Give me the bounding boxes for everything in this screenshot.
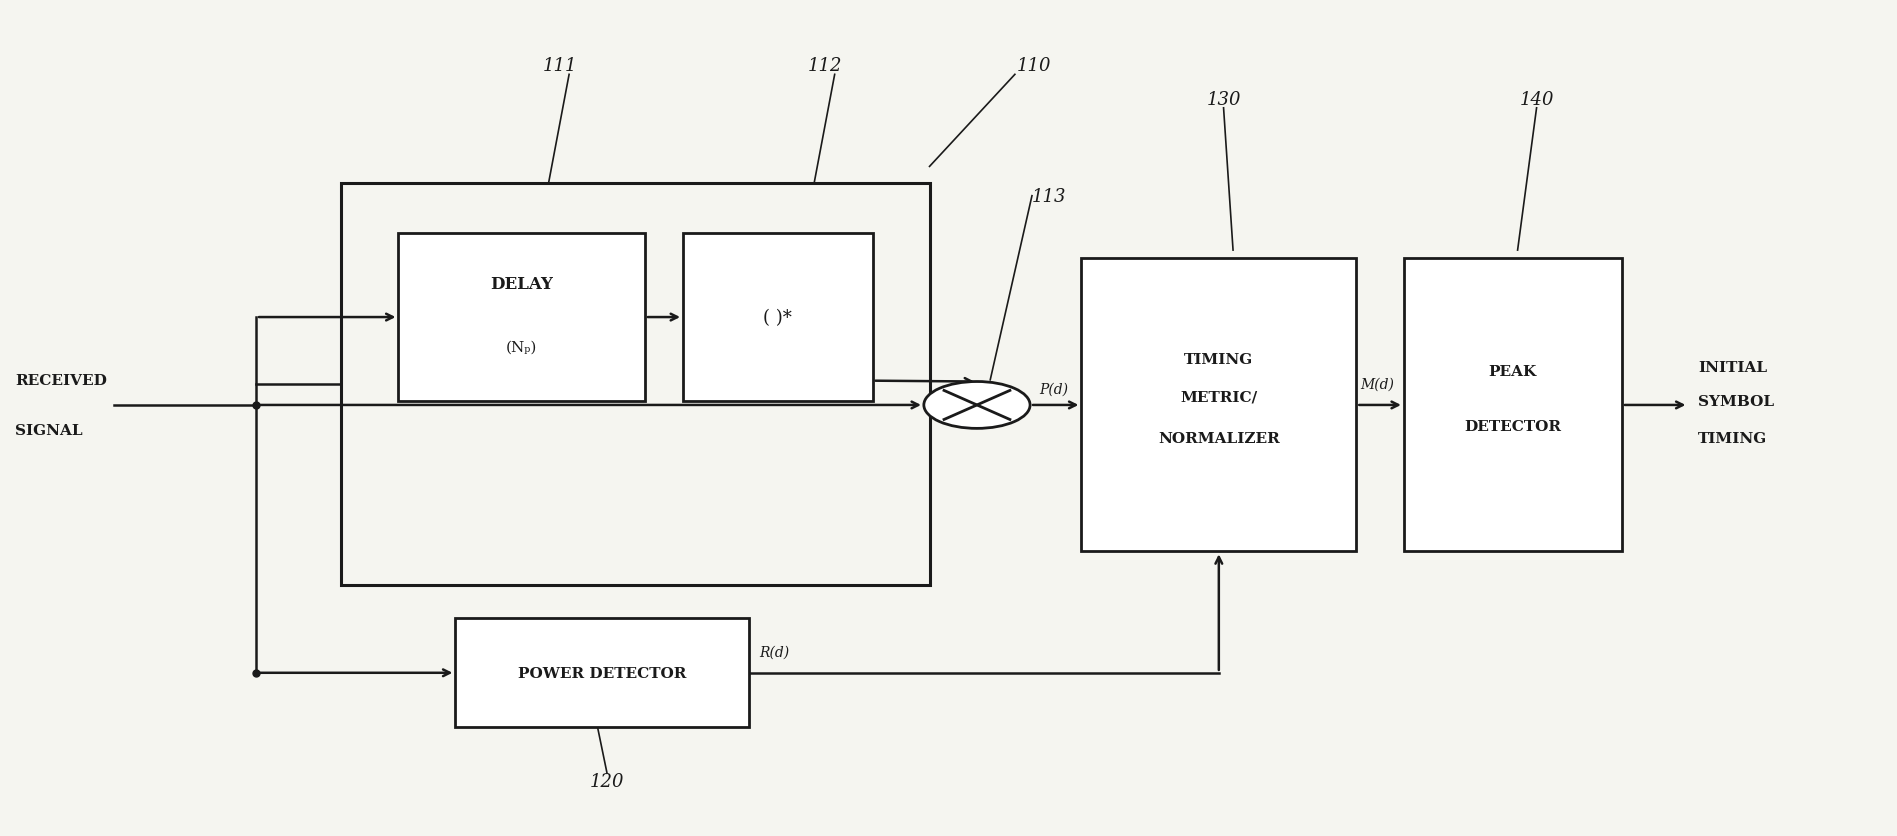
Text: 113: 113 bbox=[1032, 187, 1066, 206]
Text: PEAK: PEAK bbox=[1489, 365, 1537, 379]
Text: 110: 110 bbox=[1017, 57, 1051, 75]
Text: DETECTOR: DETECTOR bbox=[1464, 420, 1561, 433]
Text: NORMALIZER: NORMALIZER bbox=[1157, 432, 1280, 446]
Text: 120: 120 bbox=[590, 772, 624, 790]
Text: RECEIVED: RECEIVED bbox=[15, 374, 106, 387]
Text: ( )*: ( )* bbox=[763, 308, 793, 327]
FancyBboxPatch shape bbox=[683, 234, 873, 401]
Text: TIMING: TIMING bbox=[1184, 353, 1254, 366]
Text: M(d): M(d) bbox=[1360, 378, 1394, 391]
Text: SYMBOL: SYMBOL bbox=[1698, 395, 1774, 408]
FancyBboxPatch shape bbox=[398, 234, 645, 401]
FancyBboxPatch shape bbox=[1404, 259, 1622, 552]
Text: (Nₚ): (Nₚ) bbox=[506, 340, 537, 354]
FancyBboxPatch shape bbox=[455, 619, 749, 727]
Text: POWER DETECTOR: POWER DETECTOR bbox=[518, 666, 687, 680]
Text: INITIAL: INITIAL bbox=[1698, 361, 1766, 375]
Text: TIMING: TIMING bbox=[1698, 432, 1768, 446]
Text: 111: 111 bbox=[543, 57, 577, 75]
FancyBboxPatch shape bbox=[1081, 259, 1356, 552]
FancyBboxPatch shape bbox=[341, 184, 930, 585]
Text: 140: 140 bbox=[1519, 90, 1554, 109]
Text: 112: 112 bbox=[808, 57, 842, 75]
Circle shape bbox=[924, 382, 1030, 429]
Text: DELAY: DELAY bbox=[489, 276, 554, 293]
Text: SIGNAL: SIGNAL bbox=[15, 424, 83, 437]
Text: R(d): R(d) bbox=[759, 645, 789, 659]
Text: 130: 130 bbox=[1206, 90, 1241, 109]
Text: METRIC/: METRIC/ bbox=[1180, 390, 1258, 404]
Text: P(d): P(d) bbox=[1040, 382, 1068, 395]
